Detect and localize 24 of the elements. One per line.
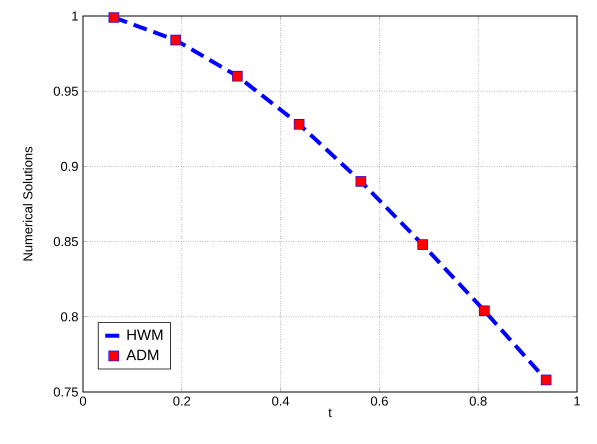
point — [294, 118, 304, 130]
y-tick-label: 0.85 — [54, 237, 78, 246]
x-axis-title: t — [328, 408, 332, 417]
point — [479, 305, 490, 316]
legend-label: HWM — [127, 330, 162, 340]
x-tick-label: 1 — [574, 396, 580, 406]
x-tick-label: 0.2 — [173, 396, 190, 406]
y-tick-label: 1 — [72, 12, 78, 20]
point — [540, 374, 552, 386]
y-tick-label: 0.95 — [54, 86, 78, 96]
y-axis-title: Numerical Solutions — [22, 146, 32, 261]
point — [417, 239, 428, 250]
legend-label: ADM — [126, 350, 158, 360]
point — [356, 176, 366, 187]
point — [108, 12, 120, 23]
y-tick-label: 0.8 — [60, 312, 78, 322]
x-tick-label: 0.8 — [470, 396, 487, 406]
x-tick-label: 0 — [80, 396, 86, 406]
x-tick-label: 0.6 — [370, 396, 388, 406]
y-tick-label: 0.75 — [54, 387, 78, 397]
point — [170, 34, 181, 46]
y-tick-label: 0.9 — [60, 162, 78, 171]
x-tick-label: 0.4 — [272, 396, 290, 406]
point — [232, 70, 243, 82]
